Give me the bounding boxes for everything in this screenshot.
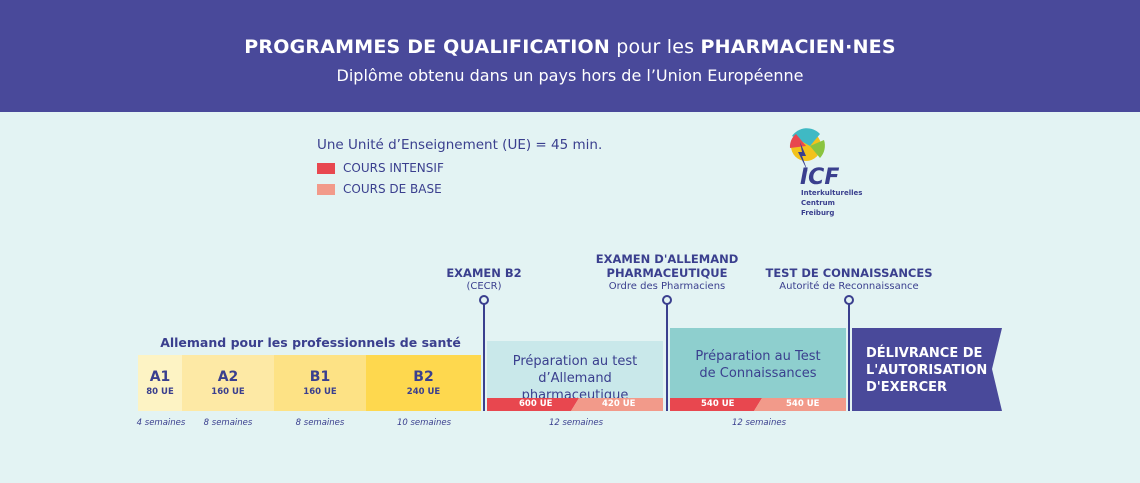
prep-pharma-box: Préparation au test d’Allemand pharmaceu… (487, 341, 663, 403)
logo-acronym: ICF (800, 165, 839, 188)
legend: Une Unité d’Enseignement (UE) = 45 min. … (317, 137, 602, 203)
icf-logo: ICF Interkulturelles Centrum Freiburg (780, 128, 870, 228)
prep-pharma-bar (487, 398, 663, 411)
level-a1-name: A1 (149, 369, 171, 385)
page-subtitle: Diplôme obtenu dans un pays hors de l’Un… (336, 66, 804, 85)
logo-line2: Centrum (801, 199, 835, 207)
final-arrow-shape (852, 328, 1002, 411)
prep-pharma-intensive-ue: 600 UE (519, 399, 553, 409)
milestone-b2-line (483, 303, 485, 411)
basic-swatch (317, 183, 335, 195)
logo-icon: ICF (789, 128, 839, 190)
intensive-label: COURS INTENSIF (343, 161, 444, 175)
final-line1: DÉLIVRANCE DE (866, 346, 983, 361)
level-a1: A1 80 UE (138, 355, 182, 411)
prep-pharma-line1: Préparation au test (512, 354, 638, 369)
milestone-pharma-sub: Ordre des Pharmaciens (608, 281, 726, 292)
milestone-knowledge-test: TEST DE CONNAISSANCES Autorité de Reconn… (764, 266, 934, 294)
prep-knowledge-box: Préparation au Test de Connaissances (670, 328, 846, 398)
unit-definition: Une Unité d’Enseignement (UE) = 45 min. (317, 137, 603, 153)
section-label: Allemand pour les professionnels de sant… (160, 335, 461, 350)
weeks-prep-pharma: 12 semaines (548, 418, 604, 428)
legend-item-intensive: COURS INTENSIF (317, 161, 602, 175)
final-line2: L'AUTORISATION (866, 363, 988, 378)
milestone-pharma-title2: PHARMACEUTIQUE (606, 266, 728, 280)
level-a2-ue: 160 UE (211, 387, 245, 397)
level-a1-ue: 80 UE (146, 387, 174, 397)
logo-line3: Freiburg (801, 209, 835, 217)
prep-knowledge-line2: de Connaissances (699, 366, 817, 381)
prep-knowledge-line1: Préparation au Test (695, 349, 821, 364)
page-title: PROGRAMMES DE QUALIFICATION pour les PHA… (0, 36, 1140, 58)
milestone-exam-pharma: EXAMEN D'ALLEMAND PHARMACEUTIQUE Ordre d… (587, 252, 747, 294)
level-b1-ue: 160 UE (303, 387, 337, 397)
logo-line1: Interkulturelles (801, 189, 863, 197)
basic-label: COURS DE BASE (343, 182, 442, 196)
title-mid: pour les (609, 36, 701, 58)
milestone-test-title: TEST DE CONNAISSANCES (765, 266, 933, 280)
header-banner: PROGRAMMES DE QUALIFICATION pour les PHA… (0, 0, 1140, 112)
legend-item-basic: COURS DE BASE (317, 182, 602, 196)
level-b2: B2 240 UE (366, 355, 481, 411)
level-b2-name: B2 (413, 369, 434, 385)
milestone-test-line (848, 303, 850, 411)
logo-text: Interkulturelles Centrum Freiburg (801, 188, 862, 218)
title-bold: PROGRAMMES DE QUALIFICATION (244, 36, 610, 58)
milestone-test-sub: Autorité de Reconnaissance (779, 281, 919, 292)
intensive-swatch (317, 162, 335, 174)
prep-knowledge-intensive-ue: 540 UE (701, 399, 735, 409)
level-b2-ue: 240 UE (406, 387, 441, 397)
weeks-a2: 8 semaines (203, 418, 253, 428)
milestone-exam-b2: EXAMEN B2 (CECR) (434, 266, 534, 294)
level-a2-name: A2 (217, 369, 239, 385)
weeks-a1: 4 semaines (136, 418, 186, 428)
prep-knowledge-basic-ue: 540 UE (786, 399, 820, 409)
final-line3: D'EXERCER (866, 380, 947, 395)
prep-pharma-basic-ue: 420 UE (602, 399, 636, 409)
weeks-b1: 8 semaines (295, 418, 345, 428)
level-b1: B1 160 UE (274, 355, 366, 411)
milestone-pharma-title1: EXAMEN D'ALLEMAND (595, 252, 739, 266)
title-end: PHARMACIEN·NES (700, 36, 896, 58)
prep-knowledge-bar (670, 398, 846, 411)
milestone-b2-sub: (CECR) (466, 281, 502, 292)
weeks-prep-knowledge: 12 semaines (731, 418, 787, 428)
milestone-pharma-line (666, 303, 668, 411)
final-text: DÉLIVRANCE DE L'AUTORISATION D'EXERCER (866, 345, 987, 396)
level-a2: A2 160 UE (182, 355, 274, 411)
milestone-b2-title: EXAMEN B2 (446, 266, 522, 280)
level-b1-name: B1 (309, 369, 331, 385)
final-authorization: DÉLIVRANCE DE L'AUTORISATION D'EXERCER (852, 328, 1002, 411)
weeks-b2: 10 semaines (396, 418, 452, 428)
